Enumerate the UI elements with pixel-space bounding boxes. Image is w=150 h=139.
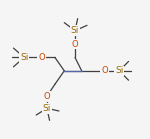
- Text: Si: Si: [115, 66, 123, 75]
- Text: O: O: [101, 66, 108, 75]
- Text: Si: Si: [43, 104, 51, 113]
- Text: O: O: [44, 92, 50, 101]
- Text: Si: Si: [71, 26, 79, 35]
- Text: O: O: [72, 40, 78, 49]
- Text: Si: Si: [20, 53, 28, 62]
- Text: O: O: [38, 53, 45, 62]
